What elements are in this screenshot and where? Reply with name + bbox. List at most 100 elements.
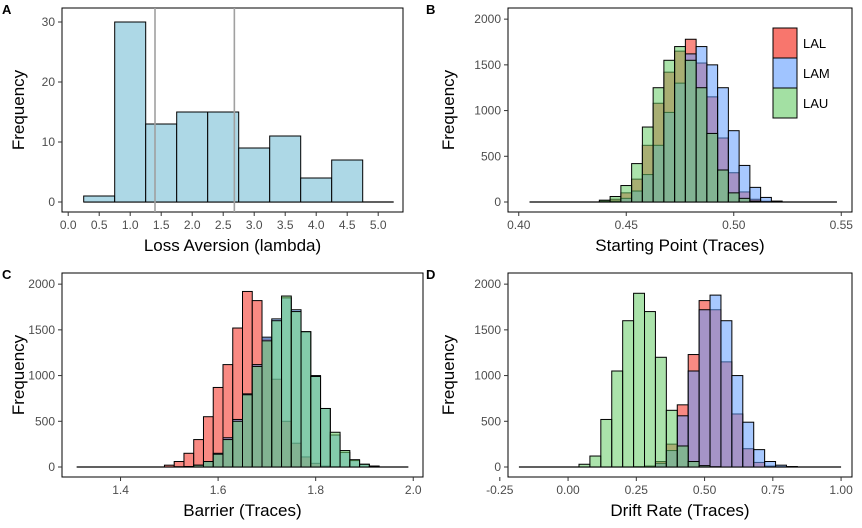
bar-c-lau <box>202 461 214 468</box>
bar-d-lau <box>698 465 711 468</box>
y-tick-label-b: 500 <box>481 149 501 163</box>
x-tick-label-c: 1.4 <box>112 483 129 497</box>
y-tick-label-a: 30 <box>42 15 56 29</box>
panel-a: 0.0 0.5 1.0 1.5 2.0 2.5 3.0 3.5 4.0 4.5 5.0 0 10 20 30… <box>9 7 404 255</box>
x-tick-label-d: 0.50 <box>693 483 717 497</box>
x-tick-label-b: 0.45 <box>615 218 639 232</box>
x-tick-label-d: 0.00 <box>556 483 580 497</box>
panel-d: -0.25 0.00 0.25 0.50 0.75 1.00 0 500 1000 1500 200… <box>439 272 853 520</box>
bar-b-lam <box>749 186 762 203</box>
x-tick-label-c: 1.8 <box>307 483 324 497</box>
bar-c-lau <box>368 465 380 468</box>
bar-a <box>145 123 178 203</box>
bar-b-lau <box>620 185 633 203</box>
x-tick-label-a: 2.0 <box>184 218 201 232</box>
x-axis-label-c: Barrier (Traces) <box>183 501 301 520</box>
x-tick-label-a: 3.5 <box>277 218 294 232</box>
y-axis-label-a: Frequency <box>9 69 28 150</box>
bar-d-lam <box>753 449 766 468</box>
x-tick-label-a: 1.0 <box>122 218 139 232</box>
bar-c-lau <box>320 407 331 468</box>
x-tick-label-c: 2.0 <box>405 483 422 497</box>
panel-label-d: D <box>426 267 435 282</box>
bar-c-lau <box>222 439 234 468</box>
bar-d-lau <box>665 409 678 468</box>
panel-label-a: A <box>2 2 12 17</box>
bar-a <box>114 21 147 203</box>
bar-b-lau <box>727 192 740 203</box>
x-tick-label-d: 0.75 <box>761 483 785 497</box>
bar-c-lau <box>232 420 243 468</box>
bar-b-lau <box>749 200 762 203</box>
bar-b-lau <box>695 87 708 203</box>
bar-a <box>300 177 333 203</box>
bar-d-lam <box>731 375 744 468</box>
bar-d-lau <box>611 370 624 468</box>
bar-d-lau <box>633 292 646 468</box>
bar-d-lam <box>709 294 722 468</box>
plot-frame-d <box>507 272 853 478</box>
legend-label-lam: LAM <box>803 66 830 81</box>
bar-c-lal <box>183 452 195 468</box>
bar-c-lal <box>163 464 175 468</box>
x-tick-label-c: 1.6 <box>210 483 227 497</box>
y-tick-label-b: 1000 <box>474 104 501 118</box>
x-axis-label-b: Starting Point (Traces) <box>595 236 764 255</box>
y-tick-label-c: 0 <box>48 460 55 474</box>
bar-a <box>176 111 209 203</box>
bar-c-lau <box>349 459 361 468</box>
x-tick-label-d: -0.25 <box>486 483 514 497</box>
bar-a <box>269 135 302 203</box>
x-tick-label-b: 0.50 <box>722 218 746 232</box>
bar-d-lam <box>742 421 755 468</box>
bar-d-lau <box>644 311 656 468</box>
plot-frame-a <box>61 7 404 213</box>
bar-a <box>83 195 116 203</box>
x-tick-label-a: 3.0 <box>246 218 263 232</box>
bar-a <box>331 159 364 203</box>
bar-b-lau <box>738 197 751 203</box>
x-tick-label-b: 0.55 <box>830 218 854 232</box>
y-tick-label-a: 20 <box>42 75 56 89</box>
bar-a <box>238 147 271 203</box>
panel-label-c: C <box>2 267 12 282</box>
bar-c-lau <box>300 331 312 468</box>
bar-d-lam <box>775 464 787 468</box>
bar-d-lau <box>622 320 635 468</box>
bar-b-lau <box>684 59 697 203</box>
y-tick-label-c: 500 <box>35 414 55 428</box>
y-tick-label-d: 0 <box>494 460 501 474</box>
bar-b-lam <box>760 196 772 203</box>
bar-b-lau <box>652 87 665 203</box>
plot-frame-c <box>61 272 424 478</box>
bar-c-lau <box>290 311 302 468</box>
x-tick-label-a: 4.0 <box>308 218 325 232</box>
x-axis-label-d: Drift Rate (Traces) <box>610 501 749 520</box>
x-tick-label-b: 0.40 <box>507 218 531 232</box>
bar-d-lau <box>687 461 700 468</box>
bar-c-lau <box>310 375 322 468</box>
bar-b-lau <box>631 163 643 203</box>
y-tick-label-b: 2000 <box>474 12 501 26</box>
bar-c-lau <box>281 295 292 468</box>
bar-c-lau <box>339 450 351 468</box>
y-tick-label-d: 1500 <box>474 323 501 337</box>
y-tick-label-a: 0 <box>48 195 55 209</box>
y-tick-label-c: 1500 <box>28 323 55 337</box>
x-tick-label-a: 5.0 <box>370 218 387 232</box>
bar-b-lau <box>609 196 622 203</box>
bar-d-lau <box>676 445 689 468</box>
y-tick-label-d: 1000 <box>474 369 501 383</box>
bar-d-lau <box>578 463 591 468</box>
x-axis-label-a: Loss Aversion (lambda) <box>144 236 321 255</box>
bar-b-lau <box>663 59 676 203</box>
bar-c-lau <box>251 365 263 468</box>
legend: LAL LAM LAU <box>772 27 830 119</box>
bar-d-lau <box>654 356 667 468</box>
bar-b-lau <box>717 169 729 203</box>
bar-b-lau <box>706 132 719 203</box>
bar-c-lau <box>193 464 204 468</box>
bar-c-lau <box>271 320 283 468</box>
y-axis-label-d: Frequency <box>439 334 458 415</box>
